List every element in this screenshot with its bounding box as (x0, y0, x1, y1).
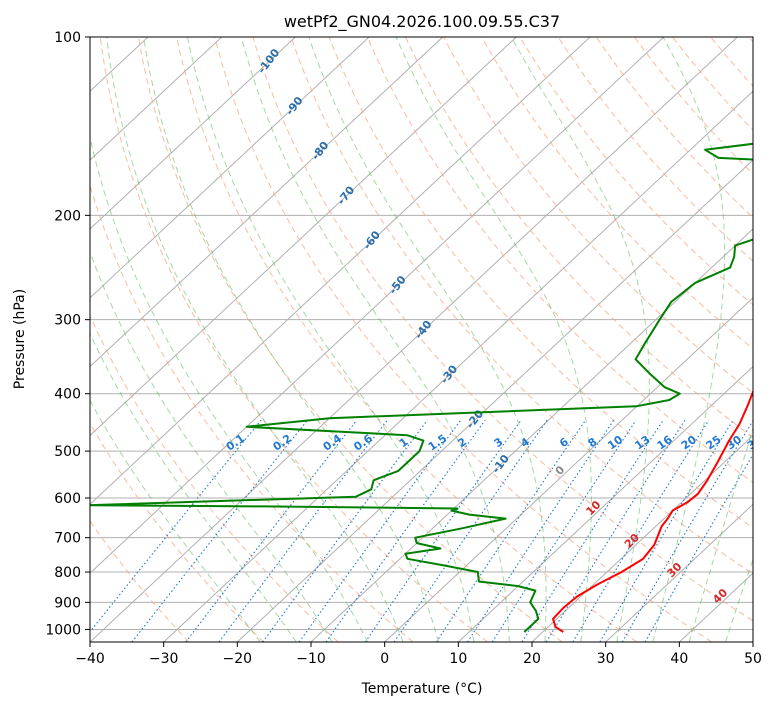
y-tick-label: 200 (54, 208, 81, 224)
chart-title: wetPf2_GN04.2026.100.09.55.C37 (284, 12, 560, 32)
moist-adiabat-line (688, 426, 753, 642)
x-tick-label: 0 (380, 651, 389, 667)
moist-adiabat-line (143, 37, 439, 642)
dry-adiabat-line (481, 37, 753, 350)
dry-adiabat-line (214, 37, 712, 642)
isotherm-line (90, 37, 738, 642)
isotherm-line (457, 365, 753, 642)
x-tick-label: −10 (296, 651, 326, 667)
dry-adiabat-line (90, 314, 339, 642)
dry-adiabat-line (405, 37, 753, 439)
mixing-ratio-line (298, 419, 462, 642)
isotherm-line (90, 37, 517, 437)
axes-frame (89, 36, 754, 643)
isotherm-line (90, 37, 444, 368)
moist-adiabat-line (240, 37, 510, 642)
plot-frame (89, 36, 754, 643)
moist-adiabat-line (187, 37, 475, 642)
dry-adiabat-line (176, 37, 638, 642)
y-tick-label: 700 (54, 531, 81, 547)
y-tick-label: 1000 (45, 622, 81, 638)
dewpoint-profile-line (90, 142, 753, 633)
isotherm-line (90, 37, 665, 574)
isotherm-line (90, 37, 591, 505)
x-axis-title: Temperature (°C) (361, 681, 483, 697)
moist-adiabat-line (725, 557, 753, 642)
x-tick-label: −30 (149, 651, 179, 667)
y-tick-label: 900 (54, 595, 81, 611)
y-tick-label: 600 (54, 491, 81, 507)
mixing-ratio-line (393, 419, 548, 642)
moist-adiabat-line (652, 37, 726, 642)
isotherm-line (90, 37, 223, 161)
moist-adiabat-line (106, 37, 404, 642)
y-tick-label: 100 (54, 30, 81, 46)
dry-adiabat-line (90, 183, 414, 642)
mixing-ratio-line (364, 419, 522, 642)
isotherm-line (90, 37, 370, 299)
y-tick-label: 400 (54, 387, 81, 403)
x-tick-label: 20 (523, 651, 541, 667)
mixing-ratio-line (435, 419, 587, 642)
moist-adiabat-line (90, 250, 333, 642)
temperature-profile-line (552, 389, 753, 633)
isotherm-line (384, 297, 753, 642)
moist-adiabat-line (90, 332, 297, 642)
dry-adiabat-line (328, 37, 753, 529)
axis-ticks: −40 −30 −20 −10 0 10 20 30 40 50 1000 900 800 700 600 5… (45, 30, 762, 667)
isotherm-line (236, 159, 753, 642)
x-tick-label: 50 (744, 651, 762, 667)
isotherm-line (163, 90, 753, 642)
dry-adiabat-line (90, 520, 190, 642)
moist-adiabat-line (308, 37, 547, 642)
dry-adiabat-line (290, 37, 753, 575)
mixing-ratio-line (325, 419, 486, 642)
dry-adiabat-line (252, 37, 753, 622)
mixing-ratio-line (90, 419, 262, 633)
x-tick-label: −20 (223, 651, 253, 667)
dry-adiabat-line (137, 37, 563, 642)
mixing-ratio-label: 36 (745, 433, 765, 453)
mixing-ratio-line (572, 419, 710, 642)
mixing-ratio-line (621, 419, 753, 642)
isotherm-line (605, 503, 753, 642)
dry-adiabat-line (443, 37, 753, 394)
moist-adiabat-line (90, 399, 261, 642)
y-tick-label: 800 (54, 565, 81, 581)
y-axis-title: Pressure (hPa) (12, 289, 28, 389)
mixing-ratio-line (185, 419, 358, 642)
mixing-ratio-line (131, 419, 308, 642)
x-tick-label: 40 (670, 651, 688, 667)
mixing-ratio-line (599, 419, 734, 642)
isotherm-line (531, 434, 753, 642)
x-tick-label: −40 (75, 651, 105, 667)
mixing-ratio-line (467, 419, 615, 642)
y-tick-label: 500 (54, 444, 81, 460)
mixing-ratio-line (644, 453, 753, 642)
isotherm-line (90, 37, 296, 230)
x-tick-label: 10 (449, 651, 467, 667)
y-tick-label: 300 (54, 313, 81, 329)
x-tick-label: 30 (597, 651, 615, 667)
dry-adiabat-line (633, 37, 753, 175)
dry-adiabat-line (557, 37, 753, 262)
moist-adiabat-line (395, 37, 592, 642)
